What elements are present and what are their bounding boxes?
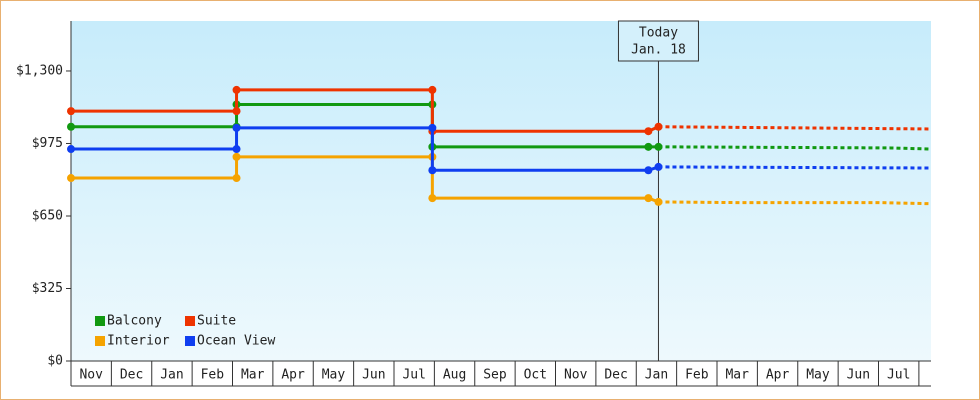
price-point	[654, 197, 663, 206]
x-tick-label: Mar	[725, 368, 749, 383]
today-label: Today	[639, 26, 678, 41]
price-point	[644, 166, 653, 175]
x-tick-label: Jul	[887, 368, 910, 383]
plot-area	[71, 21, 931, 361]
x-tick-label: Nov	[79, 368, 103, 383]
today-label: Jan. 18	[631, 43, 686, 58]
price-point	[67, 174, 75, 183]
price-point	[428, 194, 437, 203]
legend-swatch	[95, 316, 105, 326]
forecast-line	[658, 200, 932, 206]
price-point	[232, 85, 241, 94]
price-point	[232, 174, 241, 183]
price-point	[67, 122, 75, 131]
x-tick-label: Oct	[524, 368, 547, 383]
x-tick-label: Apr	[281, 368, 305, 383]
price-point	[67, 145, 75, 154]
forecast-line	[658, 145, 932, 151]
legend-label: Balcony	[107, 314, 162, 329]
x-tick-label: Aug	[443, 368, 466, 383]
x-tick-label: Apr	[766, 368, 790, 383]
x-tick-label: Dec	[120, 368, 143, 383]
price-point	[644, 194, 653, 203]
x-tick-label: Feb	[201, 368, 225, 383]
price-point	[428, 123, 437, 132]
x-tick-label: Dec	[604, 368, 627, 383]
price-point	[654, 142, 663, 151]
x-tick-label: Jul	[402, 368, 425, 383]
legend-swatch	[95, 336, 105, 346]
price-point	[232, 107, 241, 116]
legend-label: Ocean View	[197, 334, 275, 349]
price-point	[644, 142, 653, 151]
x-tick-label: Jun	[362, 368, 385, 383]
y-tick-label: $325	[32, 281, 63, 296]
price-point	[232, 123, 241, 132]
x-tick-label: Nov	[564, 368, 588, 383]
x-tick-label: May	[806, 368, 830, 383]
price-point	[654, 122, 663, 131]
legend-label: Interior	[107, 334, 170, 349]
price-point	[644, 127, 653, 136]
forecast-line	[658, 165, 932, 170]
legend-label: Suite	[197, 314, 236, 329]
x-tick-label: Feb	[685, 368, 709, 383]
x-tick-label: Jan	[160, 368, 183, 383]
legend-swatch	[185, 316, 195, 326]
y-tick-label: $1,300	[16, 63, 63, 78]
y-tick-label: $650	[32, 208, 63, 223]
price-point	[67, 107, 75, 116]
x-tick-label: Jun	[847, 368, 870, 383]
x-tick-label: Jan	[645, 368, 668, 383]
legend-swatch	[185, 336, 195, 346]
x-tick-label: Sep	[483, 368, 507, 383]
price-point	[654, 162, 663, 171]
y-tick-label: $0	[47, 354, 63, 369]
price-point	[232, 145, 241, 154]
y-tick-label: $975	[32, 136, 63, 151]
x-tick-label: May	[322, 368, 346, 383]
x-tick-label: Mar	[241, 368, 265, 383]
price-point	[428, 85, 437, 94]
today-box	[617, 20, 699, 62]
price-point	[428, 166, 437, 175]
price-point	[232, 152, 241, 161]
